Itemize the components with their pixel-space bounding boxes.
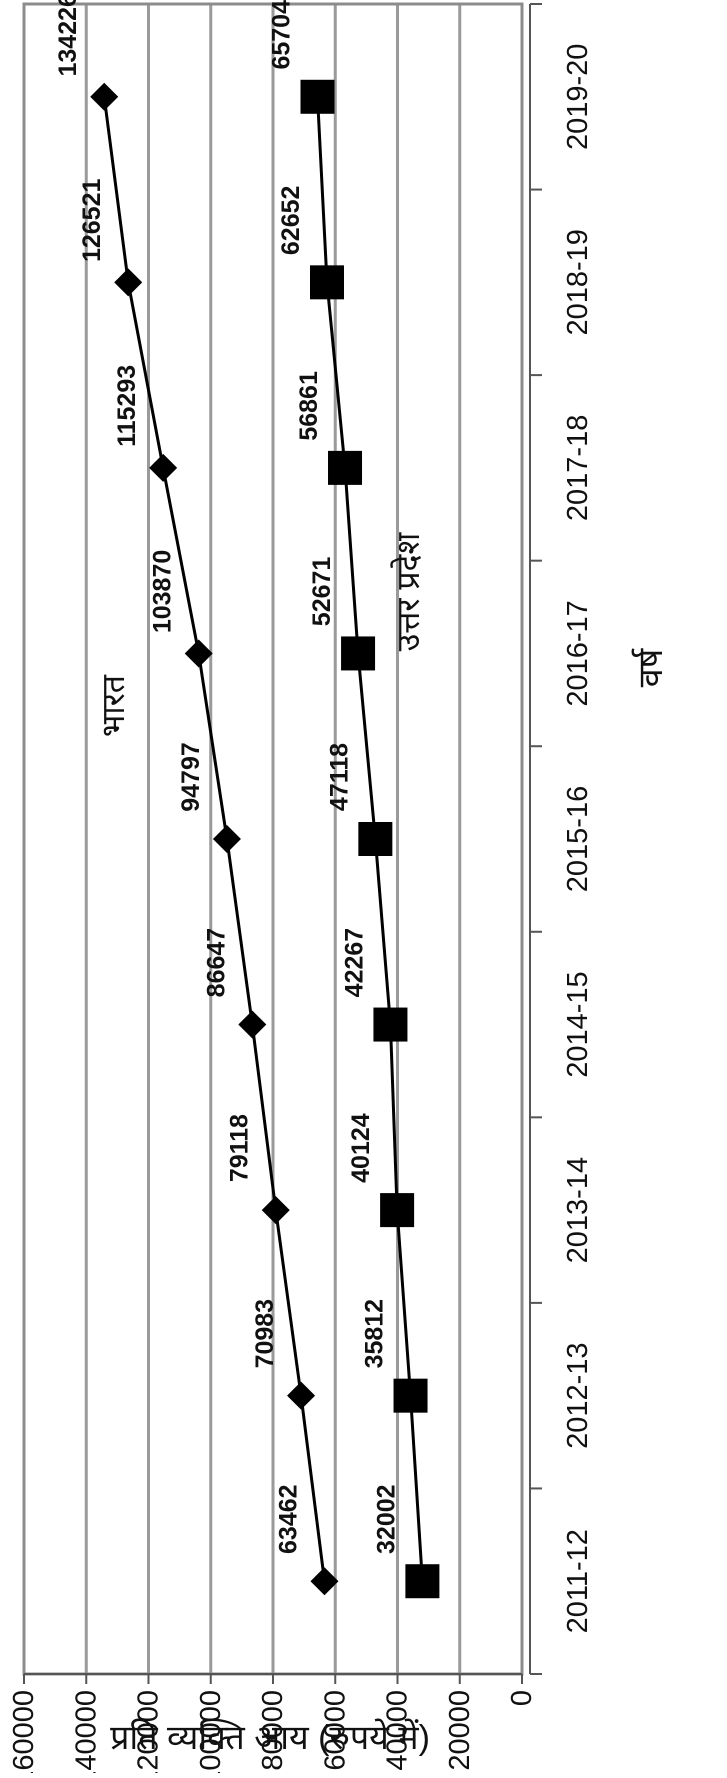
data-label-india-2013-14: 79118: [226, 1114, 254, 1182]
category-label-2011-12: 2011-12: [562, 1529, 594, 1633]
point-india-2018-19: [114, 268, 142, 296]
data-label-india-2016-17: 103870: [149, 550, 177, 633]
category-label-2017-18: 2017-18: [562, 415, 594, 521]
point-up-2014-15: [373, 1008, 407, 1042]
category-label-2019-20: 2019-20: [562, 44, 594, 150]
data-label-india-2015-16: 94797: [177, 742, 205, 812]
data-label-india-2014-15: 86647: [202, 928, 230, 998]
category-label-2016-17: 2016-17: [562, 600, 594, 706]
marker-layer: [90, 80, 439, 1598]
data-label-up-2012-13: 35812: [361, 1299, 389, 1369]
point-up-2019-20: [300, 80, 334, 114]
category-label-2013-14: 2013-14: [562, 1157, 594, 1263]
data-label-up-2015-16: 47118: [325, 743, 353, 811]
point-india-2015-16: [213, 825, 241, 853]
point-india-2017-18: [149, 454, 177, 482]
point-up-2013-14: [380, 1193, 414, 1227]
point-up-2016-17: [341, 636, 375, 670]
data-label-up-2017-18: 56861: [295, 371, 323, 441]
data-label-up-2019-20: 65704: [267, 0, 295, 70]
data-label-india-2017-18: 115293: [113, 365, 141, 447]
point-india-2012-13: [287, 1382, 315, 1410]
series-label-up: उत्तर प्रदेश: [390, 531, 426, 651]
category-label-2015-16: 2015-16: [562, 786, 594, 892]
point-india-2019-20: [90, 83, 118, 111]
y-axis-title: प्रति व्यक्ति आय (रुपये में): [110, 1718, 430, 1757]
point-india-2014-15: [238, 1011, 266, 1039]
series-label-india: भारत: [95, 674, 131, 737]
value-tick-label-160000: 160000: [8, 1690, 40, 1773]
data-label-india-2019-20: 134226: [54, 0, 82, 76]
data-label-india-2012-13: 70983: [251, 1299, 279, 1369]
data-label-india-2018-19: 126521: [78, 179, 106, 263]
data-label-up-2013-14: 40124: [347, 1113, 375, 1183]
data-label-up-2011-12: 32002: [372, 1484, 400, 1554]
value-tick-label-0: 0: [506, 1690, 538, 1706]
data-label-up-2018-19: 62652: [277, 186, 305, 256]
point-up-2011-12: [405, 1564, 439, 1598]
data-label-india-2011-12: 63462: [274, 1484, 302, 1554]
point-india-2016-17: [185, 639, 213, 667]
point-india-2013-14: [262, 1196, 290, 1224]
data-label-up-2016-17: 52671: [308, 557, 336, 627]
category-label-2014-15: 2014-15: [562, 971, 594, 1077]
value-tick-label-20000: 20000: [444, 1690, 476, 1771]
category-label-2012-13: 2012-13: [562, 1342, 594, 1448]
x-axis-title: वर्ष: [631, 647, 670, 687]
label-layer: 0200004000060000800001000001200001400001…: [8, 0, 594, 1773]
point-up-2018-19: [310, 265, 344, 299]
point-up-2017-18: [328, 451, 362, 485]
data-label-up-2014-15: 42267: [340, 928, 368, 998]
point-up-2012-13: [394, 1379, 428, 1413]
category-label-2018-19: 2018-19: [562, 229, 594, 335]
point-up-2015-16: [358, 822, 392, 856]
grid-layer: [86, 4, 460, 1674]
value-tick-label-140000: 140000: [70, 1690, 102, 1773]
